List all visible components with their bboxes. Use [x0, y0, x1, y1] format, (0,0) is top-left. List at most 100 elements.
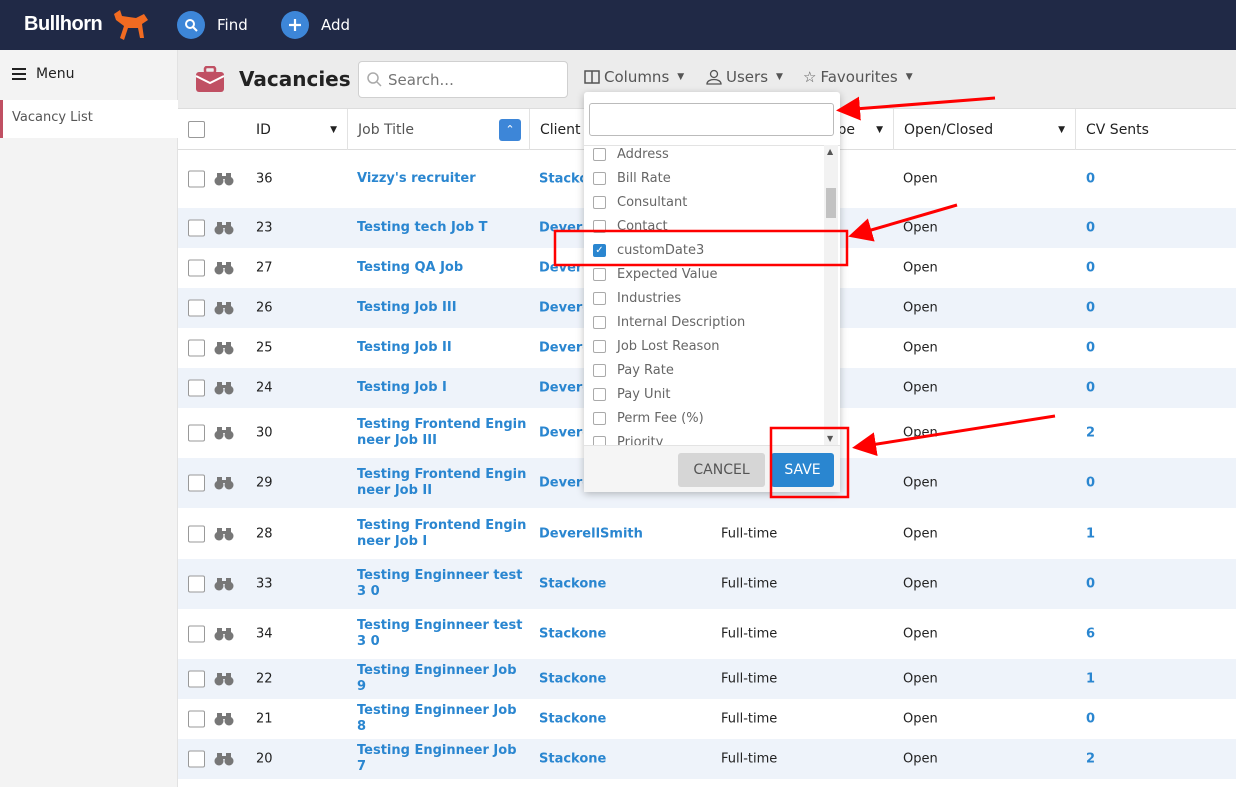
bullhorn-logo[interactable]: Bullhorn: [24, 13, 103, 35]
column-option-checkbox[interactable]: [593, 268, 606, 281]
column-option[interactable]: ✓ customDate3: [593, 243, 704, 258]
binoculars-icon[interactable]: [214, 261, 234, 275]
column-option[interactable]: Expected Value: [593, 267, 717, 282]
column-option-checkbox[interactable]: [593, 148, 606, 161]
cv-sents-link[interactable]: 2: [1086, 425, 1096, 441]
client-link[interactable]: DeverellSmith: [539, 425, 583, 441]
job-title-link[interactable]: Vizzy's recruiter: [357, 171, 476, 186]
column-option[interactable]: Address: [593, 147, 669, 162]
cv-sents-link[interactable]: 0: [1086, 260, 1096, 276]
binoculars-icon[interactable]: [214, 221, 234, 235]
cv-sents-link[interactable]: 0: [1086, 380, 1096, 396]
column-option-checkbox[interactable]: [593, 292, 606, 305]
column-option[interactable]: Contact: [593, 219, 668, 234]
column-option[interactable]: Priority: [593, 435, 663, 445]
column-option[interactable]: Pay Unit: [593, 387, 671, 402]
sort-ascending-icon[interactable]: ⌃: [499, 118, 521, 141]
column-header-open-closed[interactable]: Open/Closed ▼: [894, 109, 1076, 150]
client-link[interactable]: DeverellSmith: [539, 220, 583, 236]
column-option-checkbox[interactable]: [593, 172, 606, 185]
column-option-checkbox[interactable]: ✓: [593, 244, 606, 257]
row-checkbox[interactable]: [188, 670, 205, 688]
cv-sents-link[interactable]: 0: [1086, 340, 1096, 356]
row-checkbox[interactable]: [188, 299, 205, 317]
client-link[interactable]: DeverellSmith: [539, 526, 643, 541]
column-option-checkbox[interactable]: [593, 316, 606, 329]
job-title-link[interactable]: Testing Frontend Engin neer Job I: [357, 517, 527, 549]
column-header-type[interactable]: Employment Type ▼: [712, 109, 894, 150]
column-option[interactable]: Consultant: [593, 195, 687, 210]
client-link[interactable]: Stackone: [539, 576, 607, 592]
job-title-link[interactable]: Testing Frontend Engin neer Job II: [357, 467, 527, 498]
row-checkbox[interactable]: [188, 750, 205, 768]
column-header-id[interactable]: ID ▼: [178, 109, 348, 150]
column-option[interactable]: Bill Rate: [593, 171, 671, 186]
cv-sents-link[interactable]: 1: [1086, 526, 1096, 541]
binoculars-icon[interactable]: [214, 577, 234, 591]
column-header-job-title[interactable]: Job Title ⌃: [348, 109, 530, 150]
columns-dropdown-button[interactable]: Columns ▼: [584, 68, 684, 86]
column-option-checkbox[interactable]: [593, 364, 606, 377]
cv-sents-link[interactable]: 0: [1086, 711, 1096, 727]
scroll-down-icon[interactable]: ▼: [827, 434, 834, 443]
column-option-checkbox[interactable]: [593, 388, 606, 401]
job-title-link[interactable]: Testing Job II: [357, 340, 452, 355]
scrollbar-thumb[interactable]: [826, 188, 836, 218]
row-checkbox[interactable]: [188, 424, 205, 442]
column-option-checkbox[interactable]: [593, 220, 606, 233]
column-option[interactable]: Internal Description: [593, 315, 745, 330]
client-link[interactable]: DeverellSmith: [539, 380, 583, 396]
search-box[interactable]: [358, 61, 568, 98]
job-title-link[interactable]: Testing Enginneer test 3 0: [357, 568, 523, 599]
client-link[interactable]: Stackone: [539, 171, 583, 187]
binoculars-icon[interactable]: [214, 426, 234, 440]
binoculars-icon[interactable]: [214, 527, 234, 541]
menu-toggle[interactable]: Menu: [12, 66, 74, 82]
row-checkbox[interactable]: [188, 525, 205, 542]
select-all-checkbox[interactable]: [188, 121, 205, 138]
client-link[interactable]: Stackone: [539, 711, 607, 727]
job-title-link[interactable]: Testing Enginneer Job 9: [357, 663, 517, 694]
client-link[interactable]: Stackone: [539, 626, 607, 642]
binoculars-icon[interactable]: [214, 301, 234, 315]
column-option[interactable]: Job Lost Reason: [593, 339, 720, 354]
cv-sents-link[interactable]: 0: [1086, 576, 1096, 592]
scroll-up-icon[interactable]: ▲: [827, 147, 834, 156]
binoculars-icon[interactable]: [214, 627, 234, 641]
binoculars-icon[interactable]: [214, 476, 234, 490]
search-input[interactable]: [388, 70, 558, 89]
client-link[interactable]: DeverellSmith: [539, 300, 583, 316]
cv-sents-link[interactable]: 1: [1086, 671, 1096, 687]
column-option[interactable]: Pay Rate: [593, 363, 674, 378]
save-button[interactable]: SAVE: [771, 453, 834, 487]
job-title-link[interactable]: Testing Frontend Engin neer Job III: [357, 417, 527, 448]
client-link[interactable]: DeverellSmith: [539, 475, 583, 491]
column-option-checkbox[interactable]: [593, 196, 606, 209]
users-dropdown-button[interactable]: Users ▼: [706, 68, 783, 86]
row-checkbox[interactable]: [188, 219, 205, 237]
cv-sents-link[interactable]: 0: [1086, 475, 1096, 491]
job-title-link[interactable]: Testing Enginneer test 3 0: [357, 618, 523, 649]
job-title-link[interactable]: Testing QA Job: [357, 260, 464, 275]
client-link[interactable]: Stackone: [539, 751, 607, 767]
sidebar-item-vacancy-list[interactable]: Vacancy List: [0, 100, 178, 138]
caret-down-icon[interactable]: ▼: [876, 124, 883, 135]
binoculars-icon[interactable]: [214, 341, 234, 355]
client-link[interactable]: Stackone: [539, 671, 607, 687]
caret-down-icon[interactable]: ▼: [1058, 124, 1065, 135]
cancel-button[interactable]: CANCEL: [678, 453, 765, 487]
column-option[interactable]: Perm Fee (%): [593, 411, 704, 426]
cv-sents-link[interactable]: 0: [1086, 300, 1096, 316]
row-checkbox[interactable]: [188, 259, 205, 277]
column-filter-input[interactable]: [589, 103, 834, 136]
binoculars-icon[interactable]: [214, 381, 234, 395]
column-option-checkbox[interactable]: [593, 436, 606, 445]
find-button[interactable]: Find: [177, 11, 248, 39]
cv-sents-link[interactable]: 2: [1086, 751, 1096, 767]
job-title-link[interactable]: Testing Enginneer Job 7: [357, 743, 517, 774]
binoculars-icon[interactable]: [214, 172, 234, 186]
row-checkbox[interactable]: [188, 575, 205, 593]
row-checkbox[interactable]: [188, 474, 205, 492]
client-link[interactable]: DeverellSmith: [539, 340, 583, 356]
column-option[interactable]: Industries: [593, 291, 681, 306]
